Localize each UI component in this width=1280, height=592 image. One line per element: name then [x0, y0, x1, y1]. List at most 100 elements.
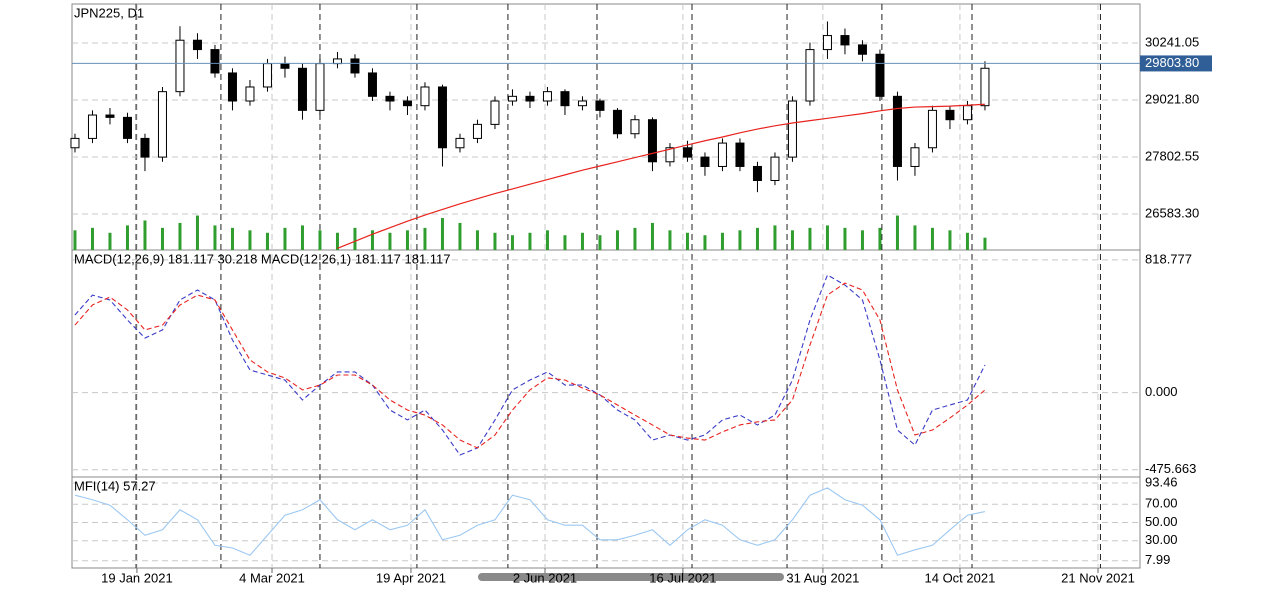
volume-bar [73, 230, 77, 250]
volume-bar [493, 232, 497, 250]
panel-title: JPN225, D1 [74, 5, 144, 20]
candle-body [647, 119, 657, 163]
candle-body [210, 49, 220, 74]
indicator-line [74, 487, 986, 556]
candle-body [385, 95, 395, 102]
candle-body [105, 114, 115, 118]
volume-bar [388, 232, 392, 250]
candle-body [612, 109, 622, 135]
candle-body [560, 91, 570, 107]
volume-bar [633, 227, 637, 250]
volume-bar [965, 232, 969, 250]
volume-bar [195, 215, 199, 250]
candle-body [630, 119, 640, 135]
volume-bar [825, 225, 829, 250]
y-tick-label: 7.99 [1145, 552, 1170, 567]
x-tick-label: 19 Jan 2021 [101, 570, 173, 585]
candle-body [665, 147, 675, 163]
volume-bar [755, 227, 759, 250]
candle-body [315, 63, 325, 111]
volume-bar [423, 227, 427, 250]
candle-body [490, 100, 500, 125]
volume-bar [283, 227, 287, 250]
candle-body [332, 58, 342, 65]
candle-body [245, 86, 255, 102]
candle-body [402, 100, 412, 107]
y-tick-label: 50.00 [1145, 514, 1178, 529]
current-price-box [1140, 55, 1212, 72]
volume-bar [230, 227, 234, 250]
candle-body [822, 35, 832, 51]
y-tick-label: -475.663 [1145, 461, 1196, 476]
panel-title: MFI(14) 57.27 [74, 478, 156, 493]
candle-body [717, 142, 727, 167]
candle-body [367, 72, 377, 97]
volume-bar [703, 235, 707, 250]
volume-bar [685, 232, 689, 250]
candle-body [927, 109, 937, 149]
x-tick-label: 31 Aug 2021 [786, 570, 859, 585]
volume-bar [440, 218, 444, 250]
candle-body [962, 105, 972, 121]
candle-body [700, 156, 710, 167]
volume-bar [650, 222, 654, 250]
y-tick-label: 30.00 [1145, 532, 1178, 547]
candle-body [857, 44, 867, 55]
candle-body [70, 137, 80, 149]
volume-bar [913, 225, 917, 250]
volume-bar [248, 230, 252, 250]
x-tick-label: 16 Jul 2021 [649, 570, 716, 585]
volume-bar [143, 220, 147, 250]
volume-bar [475, 230, 479, 250]
volume-bar [930, 227, 934, 250]
volume-bar [895, 215, 899, 250]
candle-body [805, 49, 815, 102]
volume-bar [178, 222, 182, 250]
candle-body [980, 67, 990, 107]
volume-bar [370, 230, 374, 250]
volume-bar [90, 227, 94, 250]
candle-body [787, 100, 797, 158]
volume-bar [353, 227, 357, 250]
y-tick-label: 70.00 [1145, 496, 1178, 511]
volume-bar [458, 222, 462, 250]
volume-bar [563, 235, 567, 250]
volume-bar [300, 225, 304, 250]
candle-body [350, 58, 360, 74]
candle-body [175, 39, 185, 93]
volume-bar [545, 230, 549, 250]
candle-body [752, 165, 762, 181]
candle-body [280, 63, 290, 69]
y-tick-label: 93.46 [1145, 474, 1178, 489]
volume-bar [318, 230, 322, 250]
indicator-line [74, 274, 986, 456]
volume-bar [808, 227, 812, 250]
x-tick-label: 21 Nov 2021 [1061, 570, 1135, 585]
volume-bar [213, 225, 217, 250]
candle-body [297, 67, 307, 111]
candle-body [472, 123, 482, 139]
volume-bar [160, 227, 164, 250]
volume-bar [983, 237, 987, 250]
candle-body [910, 147, 920, 167]
volume-bar [878, 227, 882, 250]
y-tick-label: 30241.05 [1145, 34, 1199, 49]
volume-bar [108, 232, 112, 250]
volume-bar [510, 235, 514, 250]
candle-body [420, 86, 430, 107]
candle-body [875, 53, 885, 97]
candle-body [542, 91, 552, 102]
volume-bar [948, 230, 952, 250]
volume-bar [265, 232, 269, 250]
volume-bar [405, 230, 409, 250]
volume-bar [720, 232, 724, 250]
y-tick-label: 818.777 [1145, 251, 1192, 266]
x-tick-label: 19 Apr 2021 [376, 570, 446, 585]
candle-body [892, 95, 902, 167]
volume-bar [615, 230, 619, 250]
panel-title: MACD(12,26,9) 181.117 30.218 MACD(12,26,… [74, 251, 451, 266]
candle-body [525, 95, 535, 102]
y-tick-label: 26583.30 [1145, 205, 1199, 220]
scrollbar[interactable] [478, 573, 784, 581]
candle-body [455, 137, 465, 149]
